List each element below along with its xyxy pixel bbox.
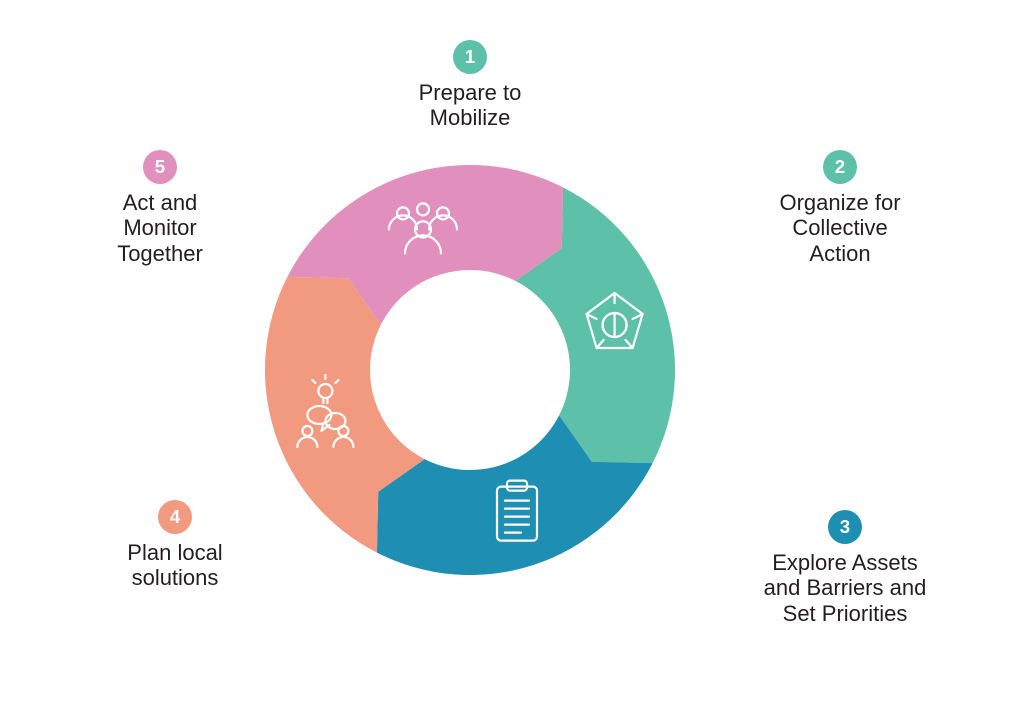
cycle-diagram: 1 Prepare toMobilize 2 Organize forCollecti… [0, 0, 1030, 716]
step-badge-5: 5 [143, 150, 177, 184]
step-label-3: 3 Explore Assetsand Barriers andSet Prior… [730, 510, 960, 626]
step-title-2: Organize forCollectiveAction [740, 190, 940, 266]
step-badge-2: 2 [823, 150, 857, 184]
step-title-3: Explore Assetsand Barriers andSet Priori… [730, 550, 960, 626]
step-badge-3: 3 [828, 510, 862, 544]
step-badge-1: 1 [453, 40, 487, 74]
step-label-4: 4 Plan localsolutions [85, 500, 265, 591]
step-label-2: 2 Organize forCollectiveAction [740, 150, 940, 266]
step-label-1: 1 Prepare toMobilize [370, 40, 570, 131]
step-label-5: 5 Act andMonitorTogether [70, 150, 250, 266]
step-title-4: Plan localsolutions [85, 540, 265, 591]
step-title-1: Prepare toMobilize [370, 80, 570, 131]
step-title-5: Act andMonitorTogether [70, 190, 250, 266]
step-badge-4: 4 [158, 500, 192, 534]
